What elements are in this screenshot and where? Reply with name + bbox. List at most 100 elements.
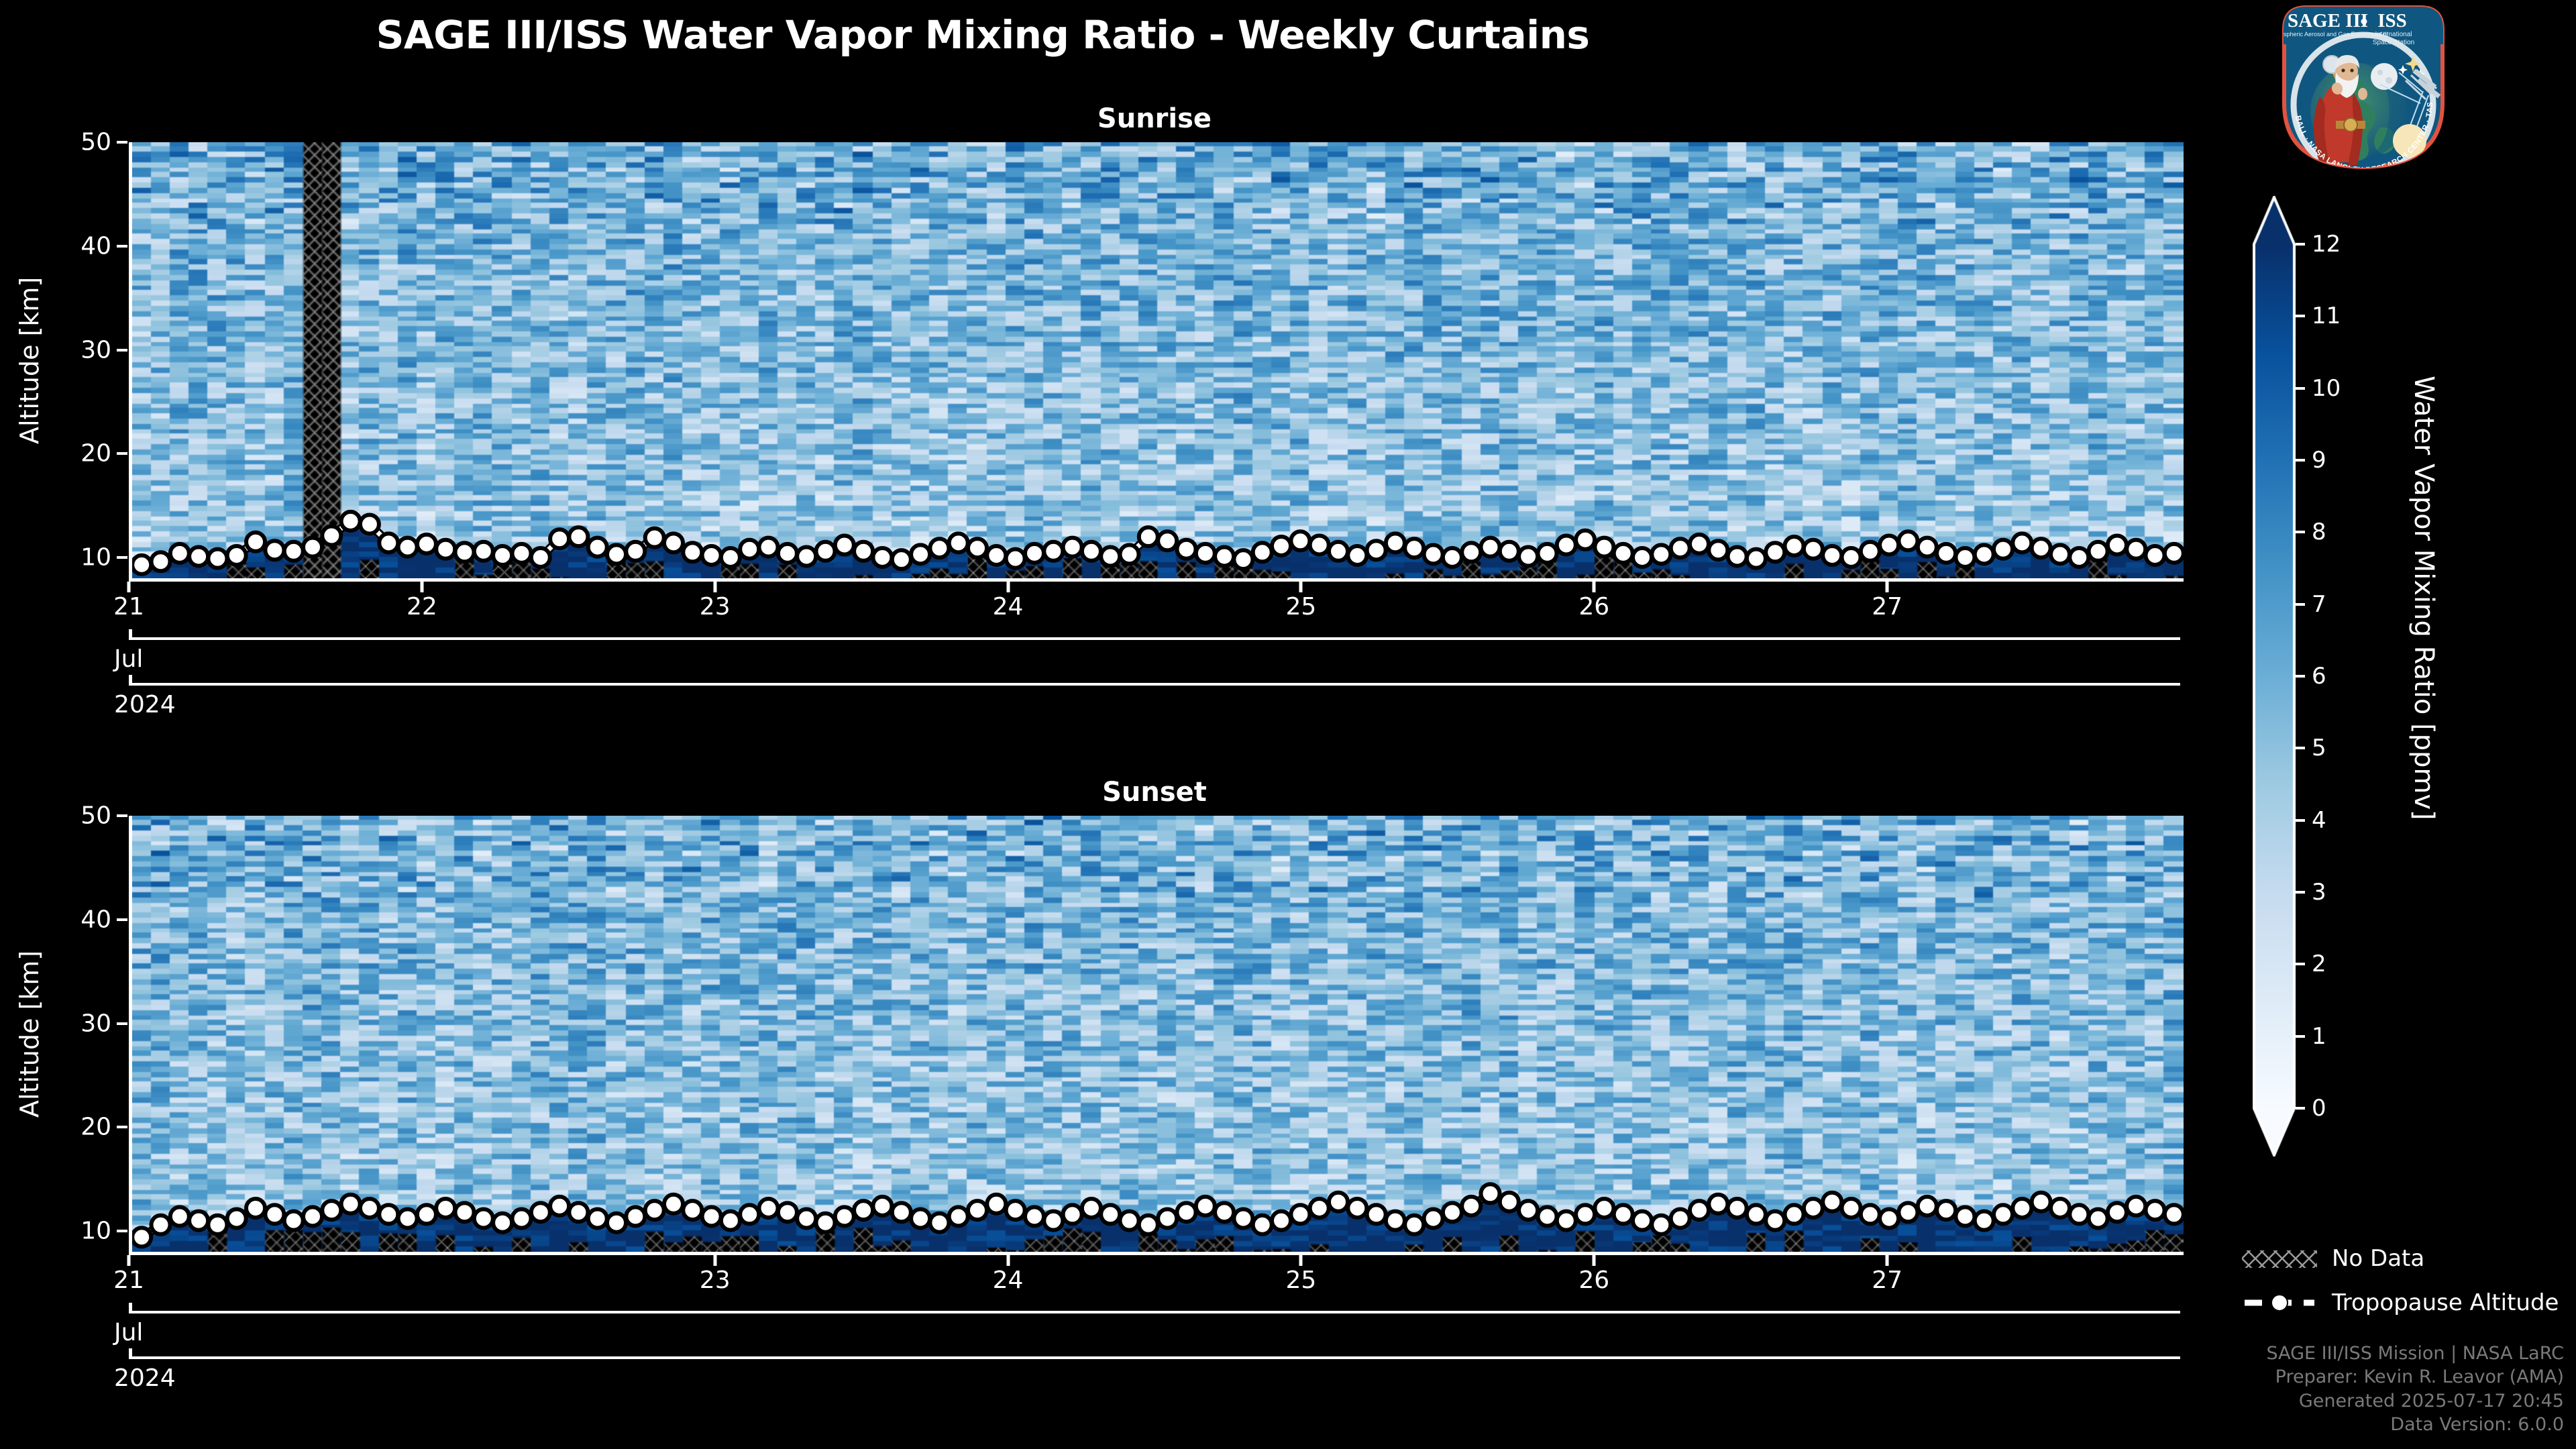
tropopause-marker: [1479, 535, 1502, 559]
tropopause-marker: [1650, 543, 1673, 566]
tropopause-marker: [377, 1203, 400, 1226]
tropopause-marker: [1136, 525, 1160, 549]
tropopause-marker: [1023, 1205, 1046, 1228]
panel-sunrise-title: Sunrise: [1097, 103, 1212, 134]
tropopause-marker: [1725, 545, 1749, 568]
colorbar[interactable]: [2253, 196, 2296, 1157]
tropopause-marker: [1517, 1199, 1540, 1222]
y-tick-mark: [117, 1022, 127, 1025]
tropopause-marker: [434, 1197, 458, 1220]
x-tick-mark: [1592, 582, 1596, 592]
y-tick-mark: [117, 348, 127, 352]
tropopause-marker: [1764, 1209, 1787, 1232]
tropopause-marker: [415, 1203, 438, 1226]
tropopause-marker: [1668, 537, 1692, 560]
tropopause-marker: [738, 1203, 761, 1226]
x-level-label: Jul: [114, 1319, 144, 1346]
tropopause-marker: [1801, 1197, 1825, 1220]
x-tick-label: 26: [1578, 593, 1610, 621]
tropopause-marker: [1707, 539, 1730, 562]
x-tick-label: 24: [992, 593, 1024, 621]
tropopause-marker: [681, 1199, 704, 1222]
colorbar-tick-mark: [2296, 1034, 2305, 1038]
x-tick-mark: [1006, 582, 1010, 592]
tropopause-marker: [1403, 1213, 1426, 1236]
legend: No Data Tropopause Altitude: [2242, 1240, 2559, 1328]
tropopause-marker: [1346, 1197, 1369, 1220]
tropopause-marker: [2068, 546, 2091, 569]
credits-line-3: Generated 2025-07-17 20:45: [2298, 1390, 2564, 1411]
tropopause-marker: [700, 544, 723, 567]
x-tick-mark: [1299, 1255, 1303, 1266]
svg-text:SAGE III: SAGE III: [2288, 10, 2368, 32]
tropopause-marker: [1611, 1203, 1635, 1226]
tropopause-marker: [1858, 1203, 1882, 1226]
y-tick-label: 20: [80, 1113, 111, 1141]
panel-sunset-plot-area[interactable]: [129, 816, 2184, 1255]
tropopause-marker: [1023, 541, 1046, 565]
legend-item-no-data[interactable]: No Data: [2242, 1240, 2559, 1277]
tropopause-marker: [1688, 532, 1711, 555]
credits-line-4: Data Version: 6.0.0: [2390, 1414, 2564, 1436]
panel-sunrise-plot-area[interactable]: [129, 142, 2184, 582]
tropopause-marker: [282, 539, 305, 563]
tropopause-marker: [1744, 1203, 1768, 1226]
tropopause-marker: [1364, 1203, 1388, 1226]
tropopause-marker: [1289, 1203, 1312, 1226]
tropopause-marker: [206, 1213, 229, 1236]
x-level-label: 2024: [114, 1364, 176, 1392]
y-tick-label: 30: [80, 1010, 111, 1038]
tropopause-marker: [1536, 1205, 1559, 1228]
tropopause-marker: [1156, 529, 1179, 553]
tropopause-marker: [662, 531, 685, 555]
x-tick-mark: [1885, 582, 1889, 592]
tropopause-marker: [643, 1199, 666, 1222]
tropopause-marker: [1099, 545, 1122, 568]
tropopause-marker: [1821, 1190, 1844, 1214]
tropopause-marker: [985, 1192, 1008, 1216]
credits-block: SAGE III/ISS Mission | NASA LaRC Prepare…: [2081, 1342, 2564, 1438]
tropopause-marker: [1839, 1197, 1863, 1220]
tropopause-marker: [453, 1201, 476, 1224]
legend-item-tropopause[interactable]: Tropopause Altitude: [2242, 1284, 2559, 1322]
x-tick-label: 27: [1872, 1267, 1903, 1294]
tropopause-marker: [1992, 1203, 2015, 1226]
tropopause-marker: [890, 548, 913, 572]
tropopause-marker: [491, 1211, 515, 1234]
tropopause-marker: [510, 1207, 533, 1230]
tropopause-marker: [472, 1207, 495, 1230]
tropopause-marker: [1858, 539, 1882, 563]
x-tick-label: 21: [113, 593, 144, 621]
x-tick-label: 25: [1285, 593, 1317, 621]
tropopause-marker: [700, 1205, 723, 1228]
tropopause-marker: [187, 1209, 211, 1232]
tropopause-marker: [244, 1197, 267, 1220]
tropopause-marker: [510, 541, 533, 565]
tropopause-marker: [301, 535, 324, 559]
tropopause-marker: [415, 532, 438, 555]
tropopause-marker: [1744, 547, 1768, 570]
tropopause-marker: [263, 1203, 286, 1226]
tropopause-marker: [966, 537, 989, 560]
y-tick-mark: [117, 1126, 127, 1129]
tropopause-marker: [985, 544, 1008, 567]
tropopause-marker: [187, 545, 211, 568]
panel-sunset: Sunset: [129, 777, 2184, 1255]
tropopause-marker: [605, 1211, 628, 1234]
tropopause-marker: [1042, 539, 1065, 563]
tropopause-marker: [2086, 539, 2110, 563]
tropopause-marker: [1896, 529, 1920, 553]
tropopause-marker: [2105, 1201, 2129, 1224]
tropopause-marker: [795, 1207, 818, 1230]
tropopause-marker: [2029, 1190, 2053, 1214]
tropopause-marker: [168, 1205, 191, 1228]
tropopause-marker: [1136, 1213, 1160, 1236]
tropopause-marker: [871, 1194, 894, 1218]
tropopause-marker: [1403, 537, 1426, 560]
tropopause-marker: [2162, 1203, 2184, 1226]
tropopause-marker: [132, 1226, 154, 1249]
colorbar-gradient: [2253, 196, 2296, 1157]
tropopause-marker: [339, 1192, 362, 1216]
tropopause-marker: [681, 541, 704, 564]
tropopause-marker: [2010, 531, 2034, 555]
